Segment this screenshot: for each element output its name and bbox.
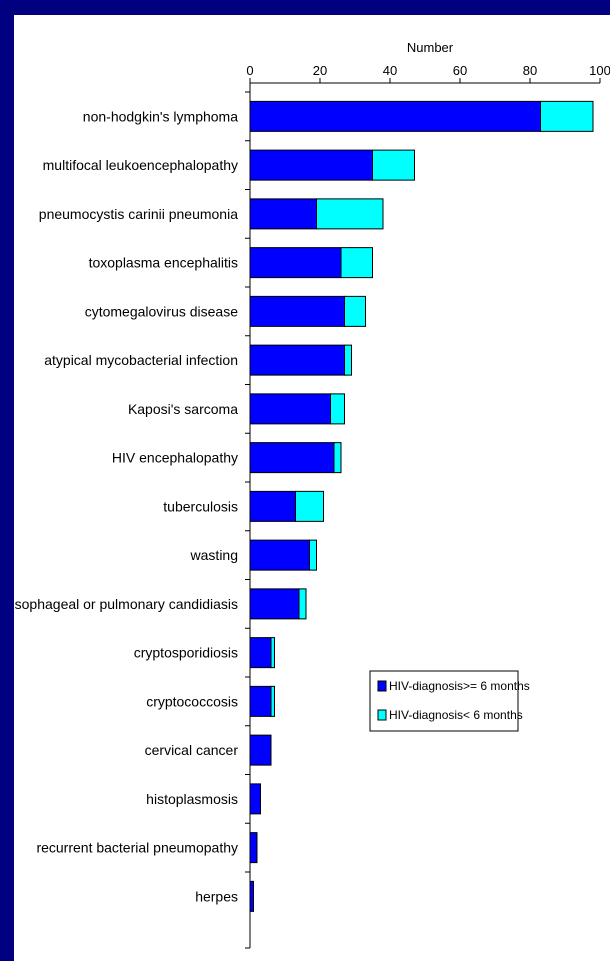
category-label: oesophageal or pulmonary candidiasis: [14, 596, 238, 612]
chart-panel: Number 0 20 40 60 80 100 non-hodgkin's lympho…: [14, 15, 610, 961]
bar-series-2: [295, 490, 324, 522]
legend: HIV-diagnosis>= 6 months HIV-diagnosis< …: [369, 670, 530, 732]
bar-series-2: [333, 442, 342, 474]
bar-series-2: [344, 295, 366, 327]
category-label: herpes: [195, 888, 238, 904]
bar-series-2: [298, 588, 307, 620]
x-tick-label: 60: [453, 63, 467, 78]
bar-series-1: [249, 685, 272, 717]
bar-series-1: [249, 198, 317, 230]
bar-series-1: [249, 539, 310, 571]
legend-label-series-1: HIV-diagnosis>= 6 months: [389, 679, 530, 693]
bar-series-1: [249, 588, 300, 620]
x-tick-label: 40: [383, 63, 397, 78]
category-label: wasting: [190, 547, 238, 563]
bar-series-1: [249, 100, 541, 132]
bar-series-1: [249, 344, 345, 376]
category-label: cervical cancer: [145, 742, 239, 758]
x-tick-label: 100: [589, 63, 610, 78]
bar-series-2: [344, 344, 352, 376]
bar-series-2: [540, 100, 594, 132]
x-axis-title: Number: [407, 40, 454, 55]
legend-box: [369, 670, 519, 732]
legend-label-series-2: HIV-diagnosis< 6 months: [389, 708, 523, 722]
legend-swatch-series-1: [377, 680, 387, 692]
bar-series-1: [249, 490, 296, 522]
bar-series-2: [316, 198, 384, 230]
bar-series-2: [309, 539, 317, 571]
bar-series-2: [372, 149, 415, 181]
bar-series-1: [249, 637, 272, 669]
bar-series-2: [270, 637, 275, 669]
bar-series-1: [249, 149, 373, 181]
bar-series-2: [340, 247, 373, 279]
category-label: cytomegalovirus disease: [85, 303, 239, 319]
bars: [249, 100, 594, 912]
bar-series-1: [249, 247, 342, 279]
bar-series-1: [249, 295, 345, 327]
category-label: tuberculosis: [163, 498, 238, 514]
stacked-bar-chart: Number 0 20 40 60 80 100 non-hodgkin's lympho…: [14, 40, 610, 949]
category-label: multifocal leukoencephalopathy: [43, 157, 238, 173]
category-label: cryptococcosis: [146, 693, 238, 709]
bar-series-1: [249, 880, 254, 912]
x-tick-label: 20: [313, 63, 327, 78]
x-tick-label: 0: [246, 63, 253, 78]
bar-series-1: [249, 783, 261, 815]
bar-series-1: [249, 832, 258, 864]
bar-series-2: [330, 393, 345, 425]
bar-series-1: [249, 393, 331, 425]
bar-series-1: [249, 734, 272, 766]
category-label: non-hodgkin's lymphoma: [83, 108, 238, 124]
category-label: histoplasmosis: [146, 791, 238, 807]
category-label: pneumocystis carinii pneumonia: [39, 206, 238, 222]
x-axis-ticks: 0 20 40 60 80 100: [246, 63, 610, 83]
category-label: atypical mycobacterial infection: [44, 352, 238, 368]
category-label: Kaposi's sarcoma: [128, 401, 238, 417]
legend-swatch-series-2: [377, 709, 387, 721]
x-tick-label: 80: [523, 63, 537, 78]
bar-series-2: [270, 685, 275, 717]
category-label: HIV encephalopathy: [112, 450, 238, 466]
category-label: toxoplasma encephalitis: [89, 255, 238, 271]
bar-series-1: [249, 442, 335, 474]
category-labels: non-hodgkin's lymphoma multifocal leukoen…: [14, 91, 250, 949]
category-label: cryptosporidiosis: [134, 645, 238, 661]
category-label: recurrent bacterial pneumopathy: [36, 840, 238, 856]
